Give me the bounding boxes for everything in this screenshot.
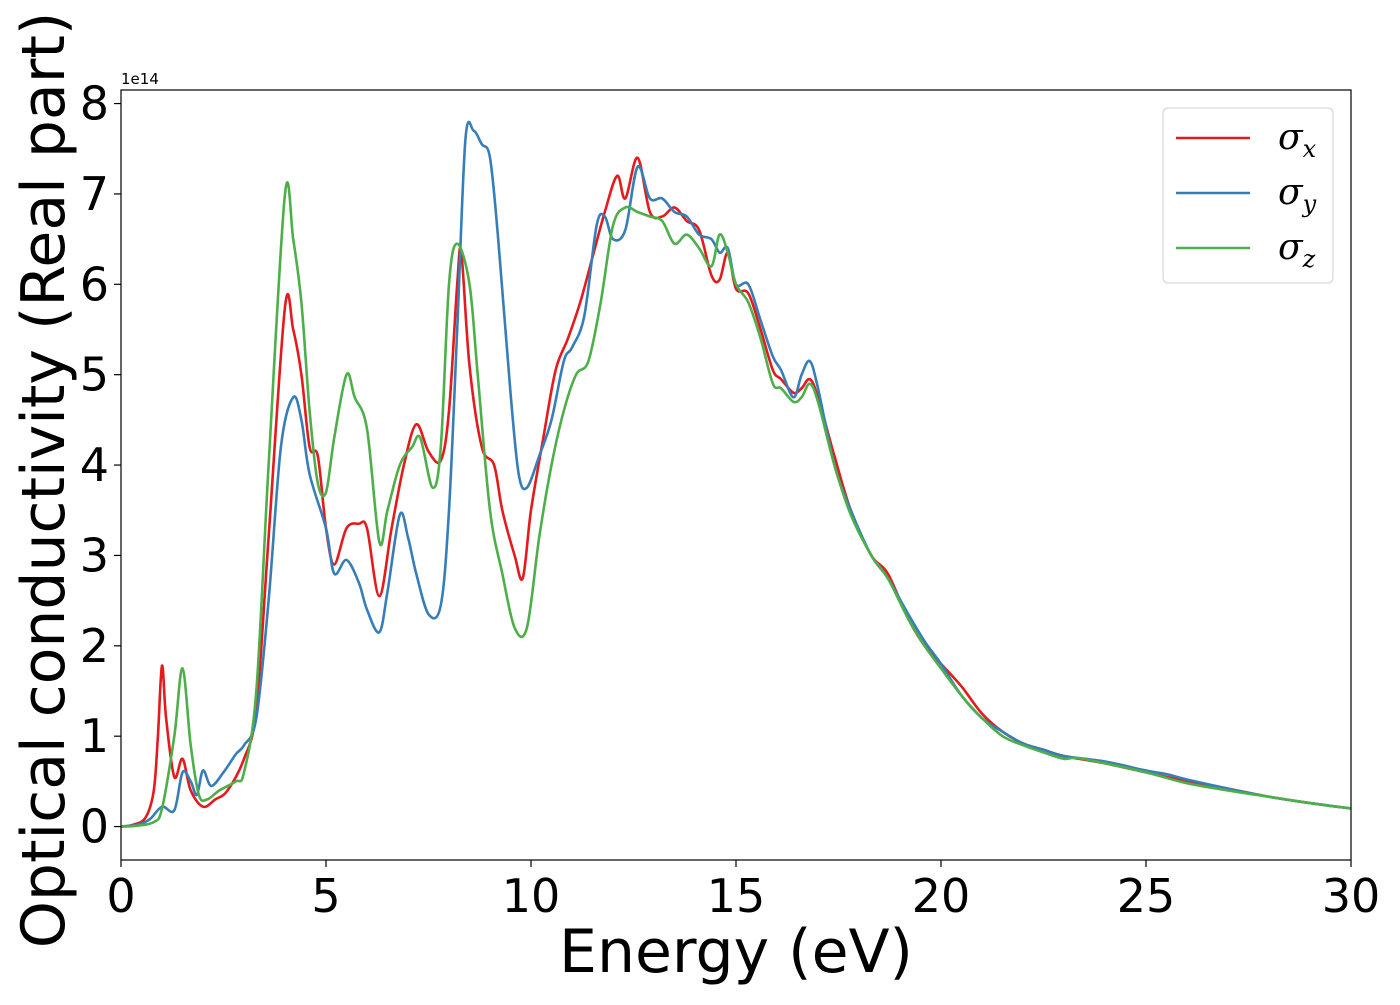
x-tick-label: 5 — [311, 869, 340, 923]
y-tick-label: 3 — [80, 528, 109, 582]
series-lines — [121, 120, 1351, 828]
y-tick-label: 0 — [80, 800, 109, 854]
legend-label-y: σy — [1278, 172, 1317, 218]
series-line-y — [121, 120, 1351, 828]
y-axis-title: Optical conductivity (Real part) — [9, 12, 79, 949]
x-tick-label: 0 — [106, 869, 135, 923]
x-tick-label: 30 — [1322, 869, 1381, 923]
y-tick-label: 8 — [80, 77, 109, 131]
legend-box — [1162, 107, 1334, 284]
y-tick-label: 7 — [80, 167, 109, 221]
y-tick-label: 2 — [80, 619, 109, 673]
x-ticks: 0 5 10 15 20 25 30 — [106, 860, 1380, 923]
y-tick-label: 6 — [80, 257, 109, 311]
y-tick-label: 1 — [80, 709, 109, 763]
y-offset-label: 1e14 — [121, 70, 159, 88]
x-tick-label: 20 — [912, 869, 971, 923]
legend: σx σy σz — [1162, 107, 1334, 284]
x-tick-label: 10 — [502, 869, 561, 923]
x-axis-title: Energy (eV) — [559, 917, 913, 987]
x-tick-label: 15 — [707, 869, 766, 923]
legend-label-x: σx — [1278, 117, 1317, 163]
legend-label-z: σz — [1278, 227, 1316, 273]
y-ticks: 0 1 2 3 4 5 6 7 8 — [80, 77, 121, 854]
y-tick-label: 5 — [80, 348, 109, 402]
y-tick-label: 4 — [80, 438, 109, 492]
series-line-z — [121, 181, 1351, 828]
x-tick-label: 25 — [1117, 869, 1176, 923]
